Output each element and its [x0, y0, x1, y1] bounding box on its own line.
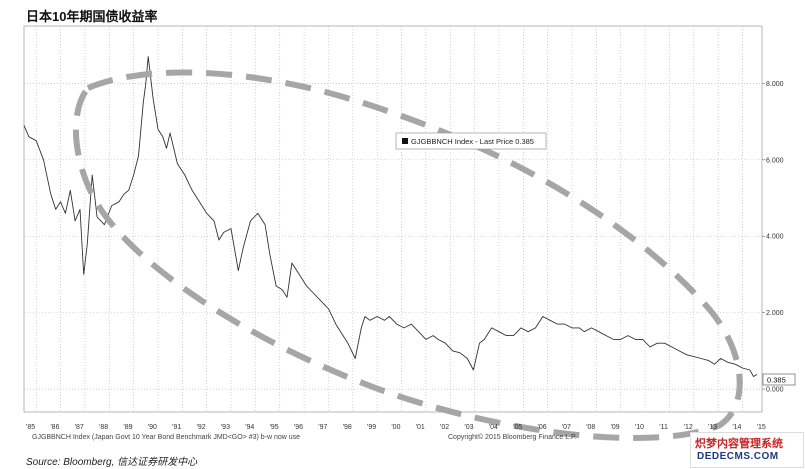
y-tick-label: 4.000 [766, 234, 784, 241]
yield-series-line [23, 56, 758, 377]
bloomberg-ticker-note: GJGBBNCH Index (Japan Govt 10 Year Bond … [32, 434, 301, 441]
line-layer [23, 56, 758, 377]
x-tick-label: '94 [245, 424, 254, 431]
x-tick-label: '01 [416, 424, 425, 431]
x-tick-label: '14 [732, 424, 741, 431]
x-tick-label: '96 [294, 424, 303, 431]
x-tick-label: '09 [611, 424, 620, 431]
x-tick-label: '88 [99, 424, 108, 431]
x-tick-label: '95 [270, 424, 279, 431]
x-tick-label: '13 [708, 424, 717, 431]
x-axis: '85 '86 '87 '88 '89 '90 '91 '92 '93 '94 '95 '96 '97 '… [26, 424, 766, 431]
last-value-label: 0.385 [767, 376, 786, 385]
x-tick-label: '06 [537, 424, 546, 431]
x-tick-label: '04 [489, 424, 498, 431]
y-tick-label: 8.000 [766, 81, 784, 88]
x-tick-label: '05 [513, 424, 522, 431]
x-tick-label: '10 [635, 424, 644, 431]
x-tick-label: '85 [26, 424, 35, 431]
source-note: Source: Bloomberg, 信达证券研发中心 [26, 457, 198, 468]
highlight-ellipse [72, 69, 743, 442]
y-tick-label: 2.000 [766, 310, 784, 317]
x-tick-label: '99 [367, 424, 376, 431]
copyright-note: Copyright© 2015 Bloomberg Finance L.P. [448, 434, 577, 441]
legend-label: GJGBBNCH Index - Last Price 0.385 [411, 137, 534, 146]
x-tick-label: '11 [659, 424, 668, 431]
x-tick-label: '86 [50, 424, 59, 431]
chart-legend: GJGBBNCH Index - Last Price 0.385 [395, 132, 547, 150]
x-tick-label: '97 [318, 424, 327, 431]
last-value-tag: 0.385 [762, 373, 796, 386]
x-tick-label: '92 [196, 424, 205, 431]
x-tick-label: '89 [123, 424, 132, 431]
x-tick-label: '02 [440, 424, 449, 431]
x-tick-label: '00 [391, 424, 400, 431]
x-tick-label: '91 [172, 424, 181, 431]
grid-layer [24, 26, 762, 412]
y-tick-label: 0.000 [766, 387, 784, 394]
x-tick-label: '15 [757, 424, 766, 431]
chart-title: 日本10年期国债收益率 [26, 9, 158, 24]
plot-area [23, 25, 763, 413]
x-tick-label: '03 [464, 424, 473, 431]
watermark-line1: 炽梦内容管理系统 [695, 438, 783, 450]
x-tick-label: '93 [221, 424, 230, 431]
y-axis: 0.000 2.000 4.000 6.000 8.000 [762, 81, 784, 394]
highlight-ellipse-layer [72, 69, 743, 442]
x-tick-label: '12 [684, 424, 693, 431]
legend-swatch [402, 138, 408, 144]
x-tick-label: '90 [148, 424, 157, 431]
y-tick-label: 6.000 [766, 157, 784, 164]
watermark-logo: 炽梦内容管理系统 DEDECMS.COM [690, 432, 804, 468]
x-tick-label: '08 [586, 424, 595, 431]
x-tick-label: '07 [562, 424, 571, 431]
watermark-line2: DEDECMS.COM [697, 451, 779, 462]
x-tick-label: '87 [75, 424, 84, 431]
x-tick-label: '98 [343, 424, 352, 431]
